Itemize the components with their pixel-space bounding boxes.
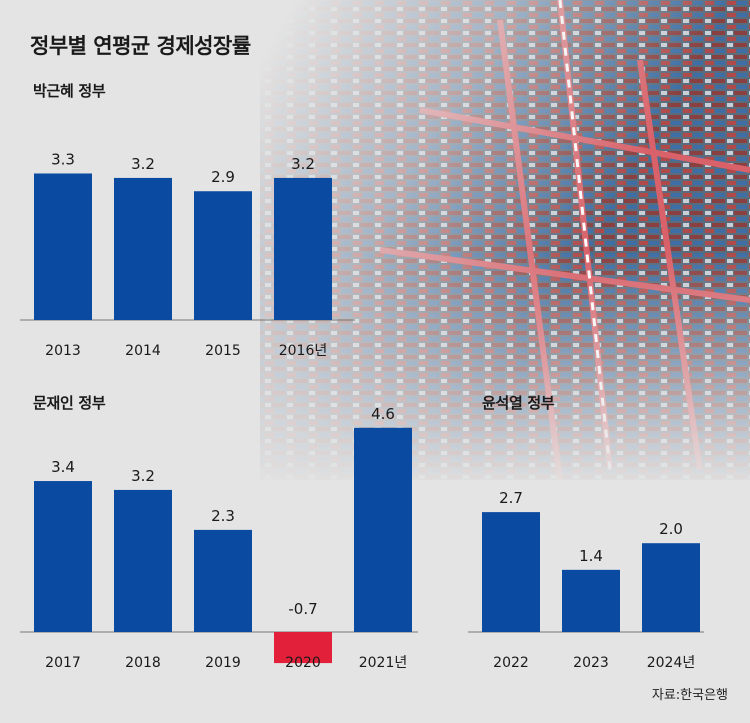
- panel-title-yoon: 윤석열 정부: [482, 394, 555, 412]
- tick-label-moon-0: 2017: [45, 655, 81, 671]
- panel-title-moon: 문재인 정부: [33, 394, 106, 412]
- tick-label-park-3: 2016년: [279, 343, 328, 359]
- value-label-park-2: 2.9: [211, 168, 235, 186]
- bar-park-0: [34, 173, 92, 320]
- tick-label-moon-4: 2021년: [359, 655, 408, 671]
- value-label-moon-0: 3.4: [51, 458, 75, 476]
- value-label-yoon-0: 2.7: [499, 489, 523, 507]
- tick-label-yoon-1: 2023: [573, 655, 609, 671]
- value-label-moon-2: 2.3: [211, 507, 235, 525]
- value-label-park-3: 3.2: [291, 155, 315, 173]
- bar-moon-2: [194, 529, 252, 632]
- bar-yoon-0: [482, 512, 540, 632]
- bar-moon-4: [354, 427, 412, 632]
- tick-label-park-1: 2014: [125, 343, 161, 359]
- value-label-park-0: 3.3: [51, 150, 75, 168]
- panel-title-park: 박근혜 정부: [33, 82, 106, 100]
- value-label-yoon-2: 2.0: [659, 520, 683, 538]
- source-note: 자료:한국은행: [651, 688, 728, 703]
- bar-yoon-2: [642, 543, 700, 632]
- tick-label-park-2: 2015: [205, 343, 241, 359]
- tick-label-moon-3: 2020: [285, 655, 321, 671]
- bar-moon-3: [274, 632, 332, 664]
- bar-yoon-1: [562, 569, 620, 632]
- tick-label-park-0: 2013: [45, 343, 81, 359]
- tick-label-yoon-0: 2022: [493, 655, 529, 671]
- value-label-moon-4: 4.6: [371, 405, 395, 423]
- value-label-moon-1: 3.2: [131, 467, 155, 485]
- value-label-park-1: 3.2: [131, 155, 155, 173]
- bar-moon-0: [34, 481, 92, 632]
- page-title: 정부별 연평균 경제성장률: [30, 34, 251, 58]
- tick-label-moon-1: 2018: [125, 655, 161, 671]
- tick-label-yoon-2: 2024년: [647, 655, 696, 671]
- bar-park-2: [194, 191, 252, 320]
- value-label-moon-3: -0.7: [288, 600, 317, 618]
- bar-moon-1: [114, 489, 172, 632]
- value-label-yoon-1: 1.4: [579, 547, 603, 565]
- bar-park-1: [114, 177, 172, 320]
- bar-park-3: [274, 177, 332, 320]
- tick-label-moon-2: 2019: [205, 655, 241, 671]
